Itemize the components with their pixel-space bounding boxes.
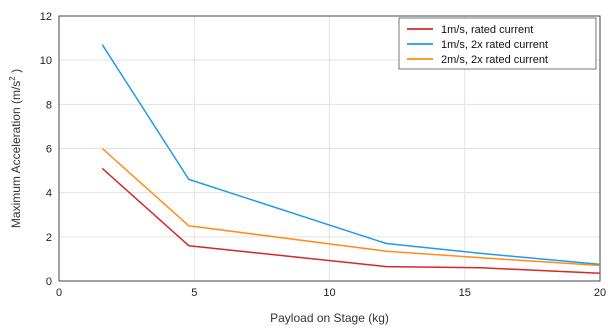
- x-axis-label: Payload on Stage (kg): [270, 311, 389, 325]
- plot-area: [58, 15, 601, 282]
- y-axis-label-tail: ): [9, 69, 23, 76]
- legend-entry-label: 1m/s, 2x rated current: [441, 39, 548, 51]
- legend: 1m/s, rated current 1m/s, 2x rated curren…: [398, 17, 597, 70]
- y-tick-label: 10: [40, 55, 52, 67]
- y-axis-label-main: Maximum Acceleration (m/s: [9, 81, 23, 228]
- x-tick-label: 5: [191, 287, 197, 299]
- y-tick-label: 4: [46, 188, 52, 200]
- y-axis-label: Maximum Acceleration (m/s2 ): [8, 69, 23, 228]
- data-series: [101, 44, 601, 275]
- y-tick-label: 0: [46, 276, 52, 288]
- x-tick-label: 20: [594, 287, 606, 299]
- y-axis-label-superscript: 2: [8, 76, 17, 81]
- series-line-3: [101, 147, 601, 267]
- y-tick-label: 6: [46, 144, 52, 156]
- x-tick-label: 15: [459, 287, 471, 299]
- y-tick-label: 12: [40, 11, 52, 23]
- legend-entry-label: 1m/s, rated current: [441, 24, 533, 36]
- y-tick-label: 8: [46, 99, 52, 111]
- axis-ticks: 0 5 10 15 20 0 2 4 6 8 10 12: [40, 11, 606, 299]
- series-line-2: [101, 44, 601, 266]
- x-tick-label: 0: [56, 287, 62, 299]
- series-line-1: [101, 167, 601, 275]
- legend-entry-label: 2m/s, 2x rated current: [441, 54, 548, 66]
- x-tick-label: 10: [323, 287, 335, 299]
- y-tick-label: 2: [46, 232, 52, 244]
